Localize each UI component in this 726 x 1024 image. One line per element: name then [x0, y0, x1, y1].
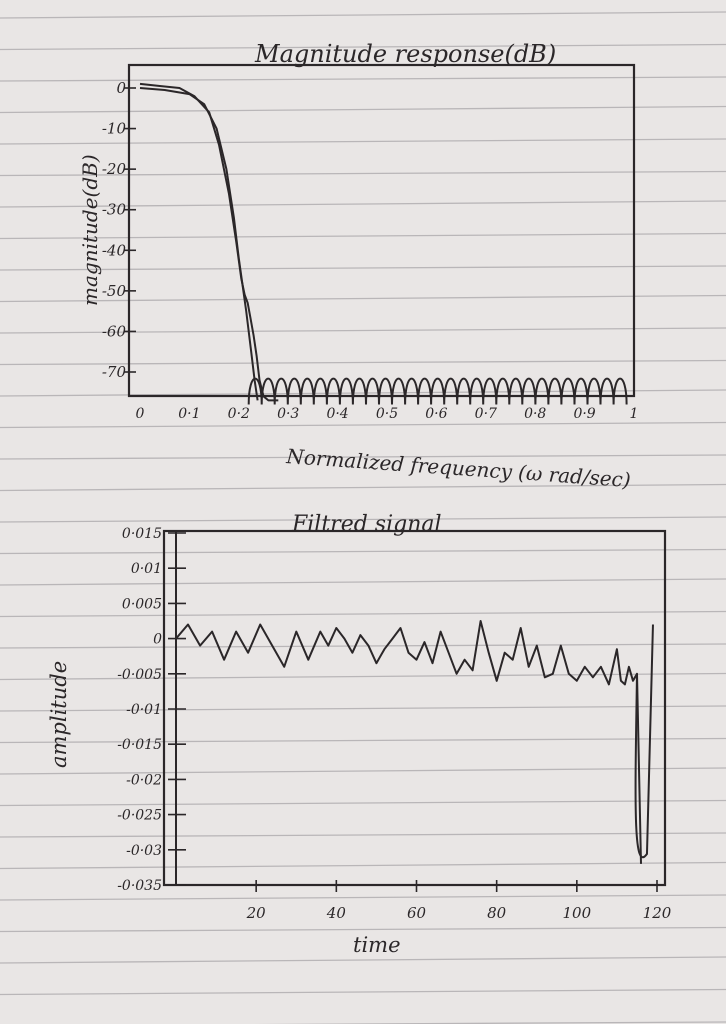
chart1-y-axis-label: magnitude(dB) — [78, 154, 102, 306]
rule-line — [0, 200, 726, 208]
chart1-y-tick-label: 0 — [116, 79, 126, 97]
notebook-rules — [0, 11, 726, 1024]
chart1-plot-frame — [127, 63, 636, 398]
chart1-y-tick-label: -10 — [102, 120, 127, 138]
chart2-y-tick-label: -0·01 — [126, 702, 162, 718]
rule-line — [0, 894, 726, 901]
chart2-x-tick-label: 120 — [643, 904, 672, 922]
chart1-x-tick-label: 0·3 — [277, 406, 299, 422]
rule-line — [0, 359, 726, 366]
chart1-x-tick-label: 0·6 — [425, 406, 447, 422]
filtered-signal-chart: Filtred signal 0·015 0·01 0·005 0 -0·005 -0·0… — [47, 512, 672, 957]
chart2-y-tick-label: -0·005 — [117, 667, 162, 683]
rule-line — [0, 170, 726, 177]
chart1-y-tick-label: -50 — [102, 282, 127, 300]
chart2-y-tick-label: 0·01 — [131, 561, 162, 577]
chart2-y-tick-label: 0 — [153, 632, 162, 648]
chart1-x-tick-label: 0·5 — [376, 406, 398, 422]
rule-line — [0, 861, 726, 870]
chart2-x-tick-label: 100 — [563, 904, 592, 922]
chart2-x-tick-label: 80 — [487, 904, 507, 922]
chart2-y-tick-labels: 0·015 0·01 0·005 0 -0·005 -0·01 -0·015 -0·02 -0·… — [117, 526, 186, 894]
rule-line — [0, 43, 726, 51]
chart1-x-tick-label: 0·2 — [228, 406, 250, 422]
rule-line — [0, 705, 726, 712]
chart2-x-axis-label: time — [353, 933, 401, 957]
chart2-x-tick-label: 20 — [246, 904, 267, 922]
chart2-y-tick-label: -0·02 — [126, 772, 162, 788]
rule-line — [0, 232, 726, 240]
chart2-signal-line — [175, 620, 642, 864]
chart2-y-tick-label: 0·015 — [122, 526, 162, 542]
chart1-stopband-ripple — [247, 377, 628, 405]
rule-line — [0, 105, 726, 114]
rule-line — [0, 799, 726, 807]
chart2-x-tick-label: 40 — [326, 904, 347, 922]
rule-line — [0, 767, 726, 775]
chart1-x-tick-label: 0·4 — [326, 406, 348, 422]
rule-line — [0, 483, 726, 492]
chart1-series — [139, 82, 628, 405]
chart1-y-tick-label: -30 — [102, 201, 127, 219]
chart1-x-tick-label: 0·1 — [178, 406, 200, 422]
rule-line — [0, 956, 726, 964]
chart2-y-tick-label: -0·015 — [117, 737, 162, 753]
chart1-y-tick-labels: 0 -10 -20 -30 -40 -50 -60 -70 — [102, 79, 136, 381]
chart1-x-tick-label: 0 — [136, 406, 145, 422]
rule-line — [0, 643, 726, 649]
rule-line — [0, 454, 726, 460]
chart1-x-tick-label: 0·8 — [524, 406, 546, 422]
chart1-x-tick-label: 0·7 — [475, 406, 497, 422]
chart1-x-tick-label: 0·9 — [573, 406, 595, 422]
rule-line — [0, 11, 726, 19]
rule-line — [0, 265, 726, 271]
chart1-title: Magnitude response(dB) — [254, 40, 556, 68]
rule-line — [0, 138, 726, 145]
chart1-x-tick-labels: 0 0·1 0·2 0·3 0·4 0·5 0·6 0·7 0·8 0·9 1 — [136, 406, 639, 422]
chart2-signal-tail — [634, 624, 654, 859]
chart1-y-tick-label: -70 — [102, 363, 127, 381]
chart2-y-tick-label: -0·025 — [117, 808, 162, 824]
rule-line — [0, 988, 726, 996]
rule-line — [0, 294, 726, 303]
rule-line — [0, 76, 726, 82]
chart2-plot-frame — [162, 529, 667, 887]
chart2-y-tick-label: 0·005 — [122, 596, 162, 612]
chart2-x-tick-label: 60 — [407, 904, 427, 922]
chart1-y-tick-label: -40 — [102, 241, 127, 259]
rule-line — [0, 737, 726, 744]
rule-line — [0, 389, 726, 397]
chart2-y-tick-label: -0·035 — [117, 878, 162, 894]
chart1-series-line — [139, 82, 279, 402]
chart2-series — [175, 620, 654, 864]
chart2-y-tick-label: -0·03 — [126, 843, 162, 859]
rule-line — [0, 610, 726, 618]
chart1-y-tick-label: -20 — [102, 160, 127, 178]
chart1-x-tick-label: 1 — [630, 406, 639, 422]
rule-line — [0, 832, 726, 838]
chart1-y-tick-label: -60 — [102, 322, 127, 340]
rule-line — [0, 578, 726, 586]
rule-line — [0, 926, 726, 933]
rule-line — [0, 516, 726, 523]
chart2-y-axis-label: amplitude — [47, 661, 71, 768]
rule-line — [0, 421, 726, 429]
rule-line — [0, 548, 726, 555]
chart2-title: Filtred signal — [291, 512, 442, 537]
rule-line — [0, 327, 726, 334]
chart1-series-line — [139, 87, 259, 401]
chart2-x-tick-labels: 20 40 60 80 100 120 — [246, 880, 672, 922]
rule-line — [245, 1021, 726, 1024]
